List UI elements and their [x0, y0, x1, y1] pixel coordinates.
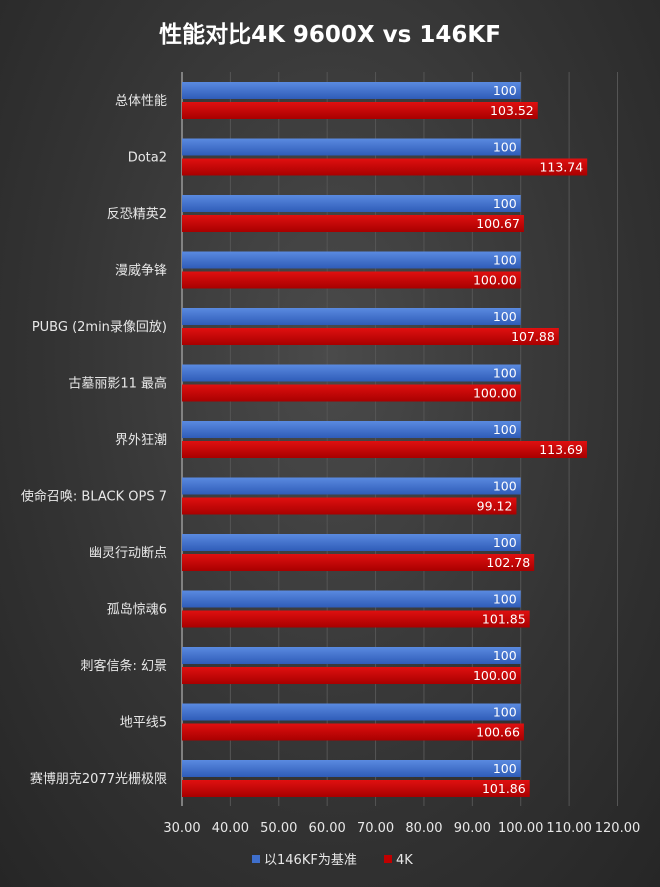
x-tick-label: 50.00	[260, 821, 297, 836]
data-label: 100	[493, 309, 517, 324]
x-tick-label: 110.00	[546, 821, 592, 836]
data-label: 100.00	[473, 668, 517, 683]
bar-baseline	[182, 364, 521, 382]
data-label: 113.69	[539, 442, 583, 457]
x-tick-label: 100.00	[498, 821, 544, 836]
data-label: 100	[493, 705, 517, 720]
x-tick-label: 30.00	[163, 821, 200, 836]
bar-4k	[182, 215, 524, 232]
bar-4k	[182, 723, 524, 741]
category-label: 反恐精英2	[107, 207, 167, 222]
bar-4k	[182, 441, 587, 458]
x-tick-label: 70.00	[357, 821, 394, 836]
data-label: 100	[493, 479, 517, 494]
bar-baseline	[182, 477, 521, 495]
x-tick-label: 90.00	[454, 821, 491, 836]
bar-4k	[182, 328, 559, 345]
bar-4k	[182, 158, 588, 176]
x-tick-label: 120.00	[595, 821, 641, 836]
data-label: 100	[493, 140, 517, 155]
category-label: 古墓丽影11 最高	[68, 376, 167, 392]
legend-swatch	[384, 855, 392, 863]
bar-baseline	[182, 251, 521, 269]
x-tick-label: 80.00	[405, 821, 442, 836]
bar-4k	[182, 384, 521, 402]
data-label: 100	[493, 422, 517, 437]
category-label: 使命召唤: BLACK OPS 7	[21, 489, 167, 505]
category-label: 幽灵行动断点	[89, 546, 167, 561]
category-label: 界外狂潮	[115, 433, 167, 448]
category-label: 孤岛惊魂6	[107, 602, 167, 618]
x-tick-label: 60.00	[309, 821, 346, 836]
bar-baseline	[182, 703, 521, 721]
data-label: 101.86	[482, 781, 526, 796]
category-label: Dota2	[128, 151, 167, 166]
data-label: 107.88	[511, 329, 555, 344]
bar-4k	[182, 667, 521, 684]
legend-swatch	[252, 855, 260, 863]
bar-baseline	[182, 421, 521, 438]
data-label: 100.00	[473, 273, 517, 288]
category-label: 赛博朋克2077光栅极限	[30, 771, 167, 787]
data-label: 99.12	[477, 499, 513, 514]
bar-baseline	[182, 590, 521, 608]
category-label: 漫威争锋	[115, 264, 167, 279]
bar-baseline	[182, 138, 521, 156]
bar-baseline	[182, 534, 521, 551]
data-label: 100.66	[476, 725, 520, 740]
bar-baseline	[182, 308, 521, 325]
bar-baseline	[182, 647, 521, 664]
category-label: 刺客信条: 幻景	[80, 658, 167, 674]
legend-label: 以146KF为基准	[264, 853, 357, 868]
data-label: 100	[493, 648, 517, 663]
data-label: 101.85	[482, 612, 526, 627]
bar-baseline	[182, 760, 521, 777]
bar-4k	[182, 554, 535, 571]
legend-label: 4K	[396, 853, 413, 868]
data-label: 100.00	[473, 386, 517, 401]
data-label: 100	[493, 761, 517, 776]
chart-title: 性能对比4K 9600X vs 146KF	[159, 21, 501, 48]
data-label: 100	[493, 196, 517, 211]
data-label: 103.52	[490, 103, 534, 118]
category-label: PUBG (2min录像回放)	[32, 320, 167, 335]
data-label: 100	[493, 366, 517, 381]
category-label: 总体性能	[115, 94, 167, 109]
bar-4k	[182, 271, 521, 289]
bar-4k	[182, 610, 530, 628]
data-label: 100	[493, 535, 517, 550]
x-tick-label: 40.00	[212, 821, 249, 836]
data-label: 100	[493, 592, 517, 607]
data-label: 100.67	[476, 216, 520, 231]
bar-4k	[182, 780, 530, 797]
data-label: 102.78	[486, 555, 530, 570]
data-label: 113.74	[539, 160, 583, 175]
bar-4k	[182, 102, 538, 119]
bar-baseline	[182, 82, 521, 99]
bar-4k	[182, 497, 517, 515]
data-label: 100	[493, 253, 517, 268]
category-label: 地平线5	[120, 716, 167, 731]
data-label: 100	[493, 83, 517, 98]
bar-baseline	[182, 195, 521, 212]
